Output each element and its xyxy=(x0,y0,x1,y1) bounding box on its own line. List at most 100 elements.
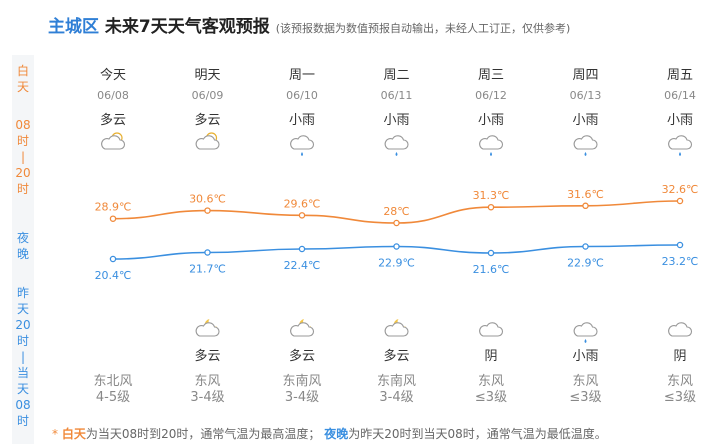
night-weather: 多云 xyxy=(194,349,221,364)
night-text: 为昨天20时到当天08时，通常气温为最低温度。 xyxy=(348,427,607,441)
drop xyxy=(301,152,303,156)
night-weather: 小雨 xyxy=(572,349,599,364)
weather-icon xyxy=(195,319,220,337)
day-date: 06/12 xyxy=(475,89,507,102)
cloud xyxy=(573,135,598,150)
day-weather: 多云 xyxy=(194,113,221,128)
side-char: 晚 xyxy=(16,247,29,261)
side-char: 昨 xyxy=(16,286,29,300)
note: (该预报数据为数值预报自动输出，未经人工订正，仅供参考) xyxy=(275,22,571,35)
temp-point xyxy=(676,197,684,205)
side-char: 08 xyxy=(15,398,31,412)
side-group: 夜晚 xyxy=(12,230,34,262)
footer: * 白天为当天08时到20时，通常气温为最高温度； 夜晚为昨天20时到当天08时… xyxy=(52,425,607,442)
drop xyxy=(679,152,681,156)
temp-label: 22.9℃ xyxy=(378,257,415,270)
day-name: 今天 xyxy=(99,68,126,83)
day-term: 白天 xyxy=(61,427,86,441)
temp-label: 21.7℃ xyxy=(189,263,226,276)
drop xyxy=(490,152,492,156)
cloud xyxy=(668,135,693,150)
wind-level: 3-4级 xyxy=(190,390,225,405)
wind-dir: 东风 xyxy=(666,374,693,389)
side-char: 白 xyxy=(16,64,29,78)
day-weather: 多云 xyxy=(99,113,126,128)
wind-dir: 东风 xyxy=(572,374,599,389)
cloud xyxy=(290,135,315,150)
temp-point xyxy=(298,212,306,219)
temp-point xyxy=(393,243,400,250)
temp-point xyxy=(109,215,117,222)
drop xyxy=(584,339,587,343)
day-name: 周二 xyxy=(383,68,410,83)
side-group: 08 时 | 20 时 xyxy=(12,117,34,197)
weather-icon xyxy=(573,135,598,156)
star: * xyxy=(52,427,58,441)
side-char: 夜 xyxy=(16,231,29,245)
side-char: | xyxy=(20,350,26,364)
temp-label: 31.3℃ xyxy=(473,189,510,202)
night-weather: 多云 xyxy=(288,349,315,364)
city: 主城区 xyxy=(48,17,99,37)
weather-icon xyxy=(668,135,693,156)
temp-point xyxy=(204,207,211,214)
temp-label: 30.6℃ xyxy=(189,193,226,206)
weather-icon xyxy=(479,135,504,156)
day-weather: 小雨 xyxy=(383,113,410,128)
day-name: 周一 xyxy=(288,68,315,83)
side-char: 时 xyxy=(16,334,29,348)
side-char: 08 xyxy=(15,118,31,132)
cloud xyxy=(101,135,126,150)
side-char: | xyxy=(20,150,26,164)
temp-label: 31.6℃ xyxy=(567,188,604,201)
weather-icon xyxy=(668,322,693,337)
temp-label: 22.9℃ xyxy=(567,257,604,270)
side-char: 时 xyxy=(16,182,29,196)
drop xyxy=(584,152,587,156)
side-char: 天 xyxy=(16,382,29,396)
side-legend: 白天 08 时 | 20 时夜晚昨天 20 时 | 当天 08 时 xyxy=(12,55,34,444)
temp-label: 21.6℃ xyxy=(473,263,510,276)
weather-icon xyxy=(290,319,315,337)
wind-level: 3-4级 xyxy=(379,390,414,405)
cloud xyxy=(384,135,409,150)
day-name: 明天 xyxy=(194,68,221,83)
day-date: 06/11 xyxy=(380,89,413,102)
cloud xyxy=(195,322,220,337)
day-weather: 小雨 xyxy=(572,113,599,128)
night-weather: 多云 xyxy=(383,349,410,364)
day-weather: 小雨 xyxy=(666,113,693,128)
cloud xyxy=(195,135,220,150)
side-char: 时 xyxy=(16,414,29,428)
side-group: 昨天 20 时 | 当天 08 时 xyxy=(12,285,34,429)
side-char: 20 xyxy=(15,318,31,332)
weather-icon xyxy=(101,132,126,150)
day-date: 06/13 xyxy=(569,89,602,102)
header: 主城区 未来7天天气客观预报 (该预报数据为数值预报自动输出，未经人工订正，仅供参… xyxy=(48,12,570,37)
side-char: 当 xyxy=(16,366,29,380)
wind-level: ≤3级 xyxy=(474,390,508,405)
drop xyxy=(395,152,398,156)
side-char: 天 xyxy=(16,80,29,94)
wind-level: 3-4级 xyxy=(284,390,320,405)
day-name: 周五 xyxy=(666,68,693,83)
cloud xyxy=(384,322,409,337)
side-char: 20 xyxy=(15,166,31,180)
temp-label: 20.4℃ xyxy=(95,269,132,282)
temp-point xyxy=(676,241,684,249)
side-char: 时 xyxy=(16,134,29,148)
day-date: 06/08 xyxy=(97,89,129,102)
temp-label: 32.6℃ xyxy=(662,183,699,196)
temp-point xyxy=(582,202,589,210)
temp-point xyxy=(582,243,589,250)
day-weather: 小雨 xyxy=(477,113,504,128)
weather-icon xyxy=(384,319,409,337)
night-term: 夜晚 xyxy=(324,427,349,441)
temp-label: 28℃ xyxy=(383,205,409,218)
temp-label: 22.4℃ xyxy=(284,259,321,272)
title: 未来7天天气客观预报 xyxy=(104,17,270,37)
cloud xyxy=(573,322,598,337)
day-name: 周三 xyxy=(477,68,504,83)
